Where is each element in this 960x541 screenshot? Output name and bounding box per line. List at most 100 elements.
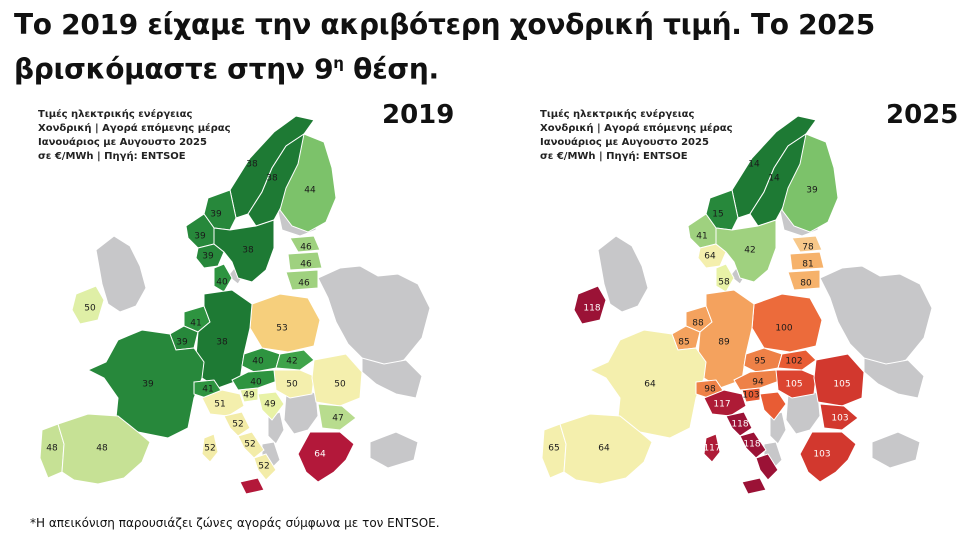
- legend-line-2: Χονδρική | Αγορά επόμενης μέρας: [540, 123, 733, 134]
- price-label-italy-csouth: 52: [244, 440, 255, 450]
- price-label-germany: 38: [216, 338, 228, 348]
- region-slovenia: [239, 387, 259, 403]
- price-label-norway-south: 39: [202, 252, 214, 262]
- price-label-norway-north: 38: [246, 160, 258, 170]
- price-label-italy-north: 51: [214, 400, 225, 410]
- region-ireland: [573, 285, 607, 325]
- legend-line-2: Χονδρική | Αγορά επόμενης μέρας: [38, 123, 231, 134]
- region-slovakia: [777, 349, 817, 371]
- price-label-estonia: 46: [300, 243, 312, 253]
- price-label-italy-north: 117: [713, 400, 730, 410]
- price-label-lithuania: 80: [800, 279, 812, 289]
- price-label-sweden-north: 14: [768, 174, 780, 184]
- price-label-portugal: 48: [46, 444, 58, 454]
- region-bulgaria: [819, 403, 859, 431]
- price-label-slovakia: 42: [286, 357, 297, 367]
- region-italy-cnorth: [223, 411, 251, 437]
- region-sardinia: [703, 433, 721, 463]
- price-label-greece: 103: [813, 450, 830, 460]
- region-italy-cnorth: [725, 411, 753, 437]
- price-label-sardinia: 117: [703, 444, 720, 454]
- price-label-germany: 89: [718, 338, 730, 348]
- price-label-hungary: 50: [286, 380, 298, 390]
- region-slovakia: [275, 349, 315, 371]
- price-label-romania: 50: [334, 380, 346, 390]
- price-label-sweden-north: 38: [266, 174, 278, 184]
- map-panel-2025: 14 14 39 15 41 64 42 78 81 80 58 118 100 88 85 89 95 102 9…: [520, 98, 960, 506]
- price-label-bulgaria: 47: [332, 414, 343, 424]
- legend-line-3: Ιανουάριος με Αυγουστο 2025: [540, 137, 709, 148]
- region-italy-north: [703, 389, 747, 417]
- region-lithuania: [285, 269, 319, 291]
- region-sweden-south: [715, 219, 777, 283]
- no-data-region: [361, 357, 423, 399]
- no-data-region: [317, 265, 431, 369]
- region-hungary: [775, 369, 817, 399]
- map-panel-2019: 38 38 44 39 39 39 38 46 46 46 40 50 53 41 39 38 40 42 40 50…: [18, 98, 458, 506]
- region-lithuania: [787, 269, 821, 291]
- region-latvia: [287, 251, 323, 271]
- map-legend-2025: Τιμές ηλεκτρικής ενέργειας Χονδρική | Αγ…: [540, 108, 770, 164]
- no-data-region: [369, 431, 419, 469]
- region-greece: [799, 431, 857, 483]
- price-label-ireland: 118: [583, 304, 600, 314]
- price-label-estonia: 78: [802, 243, 814, 253]
- price-label-czechia: 40: [252, 357, 264, 367]
- price-label-bulgaria: 103: [831, 414, 848, 424]
- no-data-region: [95, 235, 147, 313]
- price-label-poland: 100: [775, 324, 792, 334]
- price-label-hungary: 105: [785, 380, 802, 390]
- price-label-norway-west: 41: [696, 232, 707, 242]
- price-label-italy-csouth: 118: [743, 440, 760, 450]
- region-sardinia: [201, 433, 219, 463]
- price-label-latvia: 46: [300, 260, 312, 270]
- region-estonia: [791, 235, 823, 253]
- price-label-italy-cnorth: 118: [731, 420, 748, 430]
- price-label-latvia: 81: [802, 260, 813, 270]
- price-label-portugal: 65: [548, 444, 559, 454]
- region-estonia: [289, 235, 321, 253]
- price-label-romania: 105: [833, 380, 850, 390]
- region-sicily: [741, 477, 767, 495]
- region-italy-csouth: [739, 431, 767, 459]
- region-romania: [813, 353, 865, 407]
- region-spain: [559, 413, 653, 485]
- region-bulgaria: [317, 403, 357, 431]
- region-sweden-south: [213, 219, 275, 283]
- region-latvia: [789, 251, 825, 271]
- legend-line-4: σε €/MWh | Πηγή: ENTSOE: [540, 151, 688, 162]
- region-france: [588, 329, 707, 439]
- price-label-norway-mid: 39: [210, 210, 222, 220]
- title-line-2-end: θέση.: [343, 52, 439, 86]
- legend-line-1: Τιμές ηλεκτρικής ενέργειας: [38, 109, 193, 120]
- map-year-label: 2025: [886, 100, 959, 130]
- legend-line-4: σε €/MWh | Πηγή: ENTSOE: [38, 151, 186, 162]
- price-label-switzerland: 98: [704, 385, 716, 395]
- legend-line-1: Τιμές ηλεκτρικής ενέργειας: [540, 109, 695, 120]
- region-france: [86, 329, 205, 439]
- title-line-1: Το 2019 είχαμε την ακριβότερη χονδρική τ…: [14, 8, 875, 41]
- region-finland: [781, 133, 839, 233]
- price-label-slovenia: 49: [243, 391, 255, 401]
- price-label-netherlands: 41: [190, 319, 201, 329]
- region-italy-north: [201, 389, 245, 417]
- no-data-region: [871, 431, 921, 469]
- price-label-austria: 40: [250, 378, 262, 388]
- price-label-lithuania: 46: [298, 279, 310, 289]
- region-slovenia: [741, 387, 761, 403]
- region-poland: [249, 293, 321, 353]
- price-label-norway-west: 39: [194, 232, 206, 242]
- page-title: Το 2019 είχαμε την ακριβότερη χονδρική τ…: [14, 6, 944, 88]
- region-hungary: [273, 369, 315, 399]
- price-label-france: 39: [142, 380, 154, 390]
- price-label-denmark: 40: [216, 278, 228, 288]
- price-label-sweden-south: 38: [242, 246, 254, 256]
- legend-line-3: Ιανουάριος με Αυγουστο 2025: [38, 137, 207, 148]
- price-label-norway-south: 64: [704, 252, 716, 262]
- title-superscript: η: [333, 54, 344, 72]
- region-italy-csouth: [237, 431, 265, 459]
- price-label-france: 64: [644, 380, 656, 390]
- price-label-sardinia: 52: [204, 444, 215, 454]
- price-label-spain: 48: [96, 444, 108, 454]
- price-label-austria: 94: [752, 378, 764, 388]
